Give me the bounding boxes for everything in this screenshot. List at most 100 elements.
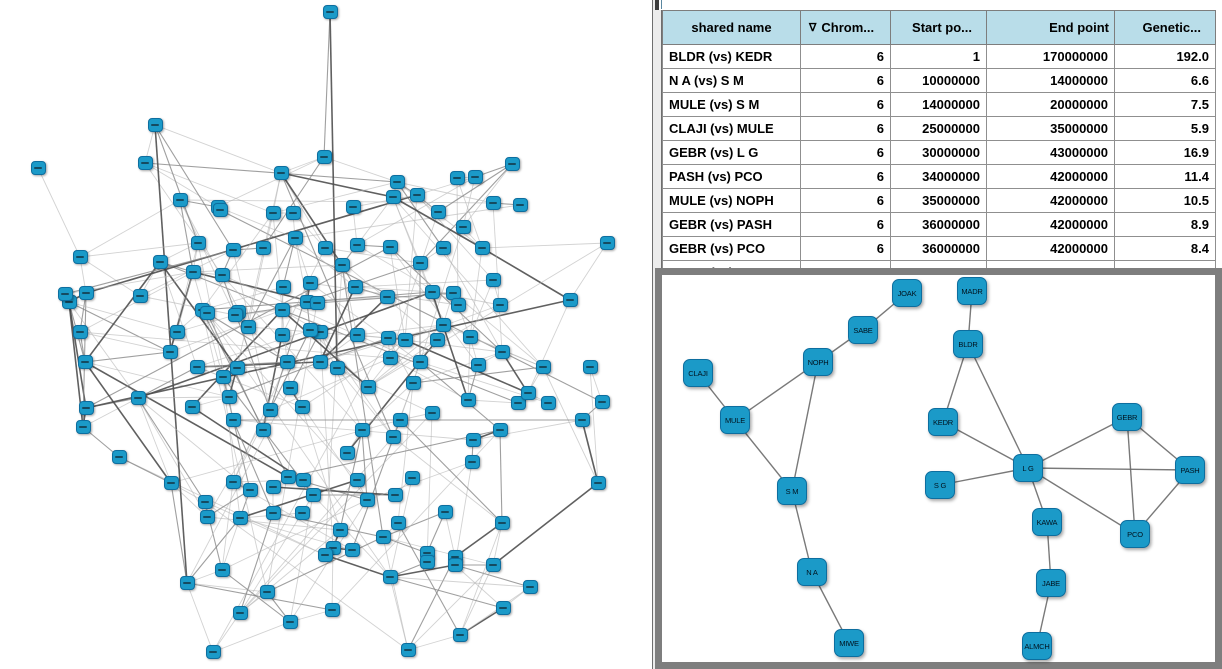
network-node[interactable] [75, 420, 91, 434]
network-node[interactable] [309, 296, 325, 310]
network-node[interactable] [520, 386, 536, 400]
network-node[interactable] [214, 268, 230, 282]
network-node[interactable] [562, 293, 578, 307]
network-node[interactable] [132, 289, 148, 303]
network-node-pco[interactable]: PCO [1120, 520, 1150, 548]
network-node[interactable] [447, 558, 463, 572]
table-row[interactable]: PASH (vs) PCO 6 34000000 42000000 11.4 [662, 164, 1216, 189]
network-node[interactable] [510, 396, 526, 410]
network-node-jabe[interactable]: JABE [1036, 569, 1066, 597]
filter-icon[interactable]: ∇ [809, 22, 817, 34]
network-node[interactable] [385, 190, 401, 204]
network-node-miwe[interactable]: MIWE [834, 629, 864, 657]
network-node[interactable] [599, 236, 615, 250]
network-node[interactable] [485, 196, 501, 210]
column-header-5[interactable]: Genetic... [1114, 10, 1216, 45]
network-node[interactable] [225, 243, 241, 257]
network-node[interactable] [339, 446, 355, 460]
network-node[interactable] [429, 333, 445, 347]
network-node[interactable] [494, 516, 510, 530]
table-row[interactable]: N A (vs) S M 6 10000000 14000000 6.6 [662, 68, 1216, 93]
network-node[interactable] [485, 558, 501, 572]
network-node[interactable] [435, 318, 451, 332]
network-node[interactable] [380, 331, 396, 345]
network-node-gebr[interactable]: GEBR [1112, 403, 1142, 431]
network-node[interactable] [77, 355, 93, 369]
network-node[interactable] [282, 615, 298, 629]
network-node[interactable] [400, 643, 416, 657]
network-node[interactable] [273, 166, 289, 180]
network-node[interactable] [409, 188, 425, 202]
column-header-1[interactable]: shared name [662, 10, 801, 45]
network-node[interactable] [594, 395, 610, 409]
network-node[interactable] [274, 303, 290, 317]
network-node[interactable] [316, 150, 332, 164]
table-row[interactable]: MULE (vs) S M 6 14000000 20000000 7.5 [662, 92, 1216, 117]
network-node[interactable] [382, 570, 398, 584]
network-node-claji[interactable]: CLAJI [683, 359, 713, 387]
network-node[interactable] [72, 325, 88, 339]
network-node[interactable] [430, 205, 446, 219]
table-row[interactable]: MULE (vs) NOPH 6 35000000 42000000 10.5 [662, 188, 1216, 213]
network-node[interactable] [522, 580, 538, 594]
network-node[interactable] [385, 430, 401, 444]
network-node[interactable] [412, 355, 428, 369]
network-node[interactable] [332, 523, 348, 537]
network-node[interactable] [185, 265, 201, 279]
network-node[interactable] [460, 393, 476, 407]
network-node[interactable] [78, 401, 94, 415]
column-header-3[interactable]: Start po... [890, 10, 987, 45]
network-node[interactable] [375, 530, 391, 544]
network-node[interactable] [424, 406, 440, 420]
network-node[interactable] [163, 476, 179, 490]
network-node[interactable] [282, 381, 298, 395]
network-node[interactable] [535, 360, 551, 374]
network-node[interactable] [197, 495, 213, 509]
table-row[interactable]: GEBR (vs) L G 6 30000000 43000000 16.9 [662, 140, 1216, 165]
network-node[interactable] [464, 455, 480, 469]
network-node[interactable] [255, 241, 271, 255]
network-node[interactable] [147, 118, 163, 132]
network-node[interactable] [470, 358, 486, 372]
network-node-kawa[interactable]: KAWA [1032, 508, 1062, 536]
network-node[interactable] [184, 400, 200, 414]
network-node[interactable] [485, 273, 501, 287]
network-node[interactable] [152, 255, 168, 269]
network-node[interactable] [215, 370, 231, 384]
network-node[interactable] [262, 403, 278, 417]
network-node[interactable] [405, 376, 421, 390]
network-node[interactable] [221, 390, 237, 404]
network-node[interactable] [189, 360, 205, 374]
network-node[interactable] [412, 256, 428, 270]
network-node[interactable] [130, 391, 146, 405]
network-node[interactable] [265, 206, 281, 220]
network-node-s-m[interactable]: S M [777, 477, 807, 505]
network-node[interactable] [255, 423, 271, 437]
network-node[interactable] [294, 400, 310, 414]
network-node[interactable] [287, 231, 303, 245]
network-node-joak[interactable]: JOAK [892, 279, 922, 307]
network-node[interactable] [390, 516, 406, 530]
network-node[interactable] [349, 328, 365, 342]
network-node[interactable] [465, 433, 481, 447]
network-node[interactable] [435, 241, 451, 255]
network-node[interactable] [137, 156, 153, 170]
network-node[interactable] [512, 198, 528, 212]
network-node[interactable] [111, 450, 127, 464]
network-node[interactable] [360, 380, 376, 394]
network-node[interactable] [205, 645, 221, 659]
network-node[interactable] [295, 473, 311, 487]
network-node-bldr[interactable]: BLDR [953, 330, 983, 358]
network-node[interactable] [449, 171, 465, 185]
network-node[interactable] [424, 285, 440, 299]
network-node[interactable] [387, 488, 403, 502]
overview-network-panel[interactable] [0, 0, 652, 669]
network-node[interactable] [199, 510, 215, 524]
network-node[interactable] [285, 206, 301, 220]
network-node[interactable] [232, 511, 248, 525]
network-node-kedr[interactable]: KEDR [928, 408, 958, 436]
network-node[interactable] [190, 236, 206, 250]
network-node[interactable] [214, 563, 230, 577]
network-node[interactable] [404, 471, 420, 485]
table-row[interactable]: GEBR (vs) PASH 6 36000000 42000000 8.9 [662, 212, 1216, 237]
